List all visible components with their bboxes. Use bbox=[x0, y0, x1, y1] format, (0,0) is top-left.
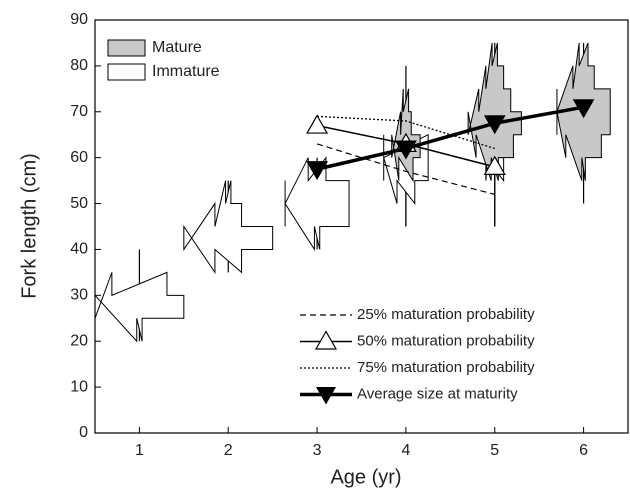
kite bbox=[467, 42, 522, 181]
series-line bbox=[316, 143, 495, 195]
kite bbox=[284, 156, 350, 252]
legend-marker bbox=[316, 387, 336, 405]
legend-label: Mature bbox=[152, 39, 202, 56]
y-tick-label: 20 bbox=[70, 332, 88, 349]
series-line bbox=[317, 115, 495, 150]
y-tick-label: 10 bbox=[70, 378, 88, 395]
y-tick-label: 80 bbox=[70, 57, 88, 74]
x-tick-label: 5 bbox=[490, 442, 499, 459]
x-tick-label: 2 bbox=[224, 442, 233, 459]
legend-label: Average size at maturity bbox=[357, 385, 518, 402]
series-marker bbox=[483, 115, 506, 135]
legend-label: 50% maturation probability bbox=[357, 332, 535, 349]
x-axis-label: Age (yr) bbox=[330, 466, 401, 488]
series-marker bbox=[306, 161, 328, 181]
series-marker bbox=[306, 114, 329, 134]
x-tick-label: 4 bbox=[401, 442, 410, 459]
series-marker bbox=[572, 99, 595, 119]
legend-marker bbox=[314, 330, 338, 350]
legend-swatch bbox=[107, 39, 146, 57]
kite bbox=[94, 271, 185, 343]
kite bbox=[183, 180, 274, 275]
y-tick-label: 30 bbox=[70, 287, 88, 304]
y-tick-label: 40 bbox=[70, 241, 88, 258]
legend-label: 25% maturation probability bbox=[357, 306, 535, 323]
series-line bbox=[316, 105, 584, 171]
y-tick-label: 90 bbox=[70, 11, 88, 28]
series-marker bbox=[483, 155, 506, 175]
y-tick-label: 70 bbox=[70, 103, 88, 120]
x-tick-label: 3 bbox=[313, 442, 322, 459]
plot-frame bbox=[94, 19, 629, 434]
y-tick-label: 50 bbox=[70, 195, 88, 212]
y-tick-label: 0 bbox=[79, 424, 88, 441]
legend-label: 75% maturation probability bbox=[357, 359, 535, 376]
y-axis-label: Fork length (cm) bbox=[18, 153, 40, 299]
y-tick-label: 60 bbox=[70, 149, 88, 166]
legend-label: Immature bbox=[152, 63, 220, 80]
x-tick-label: 6 bbox=[579, 442, 588, 459]
legend-swatch bbox=[107, 63, 146, 81]
series-marker bbox=[395, 140, 417, 160]
x-tick-label: 1 bbox=[135, 442, 144, 459]
